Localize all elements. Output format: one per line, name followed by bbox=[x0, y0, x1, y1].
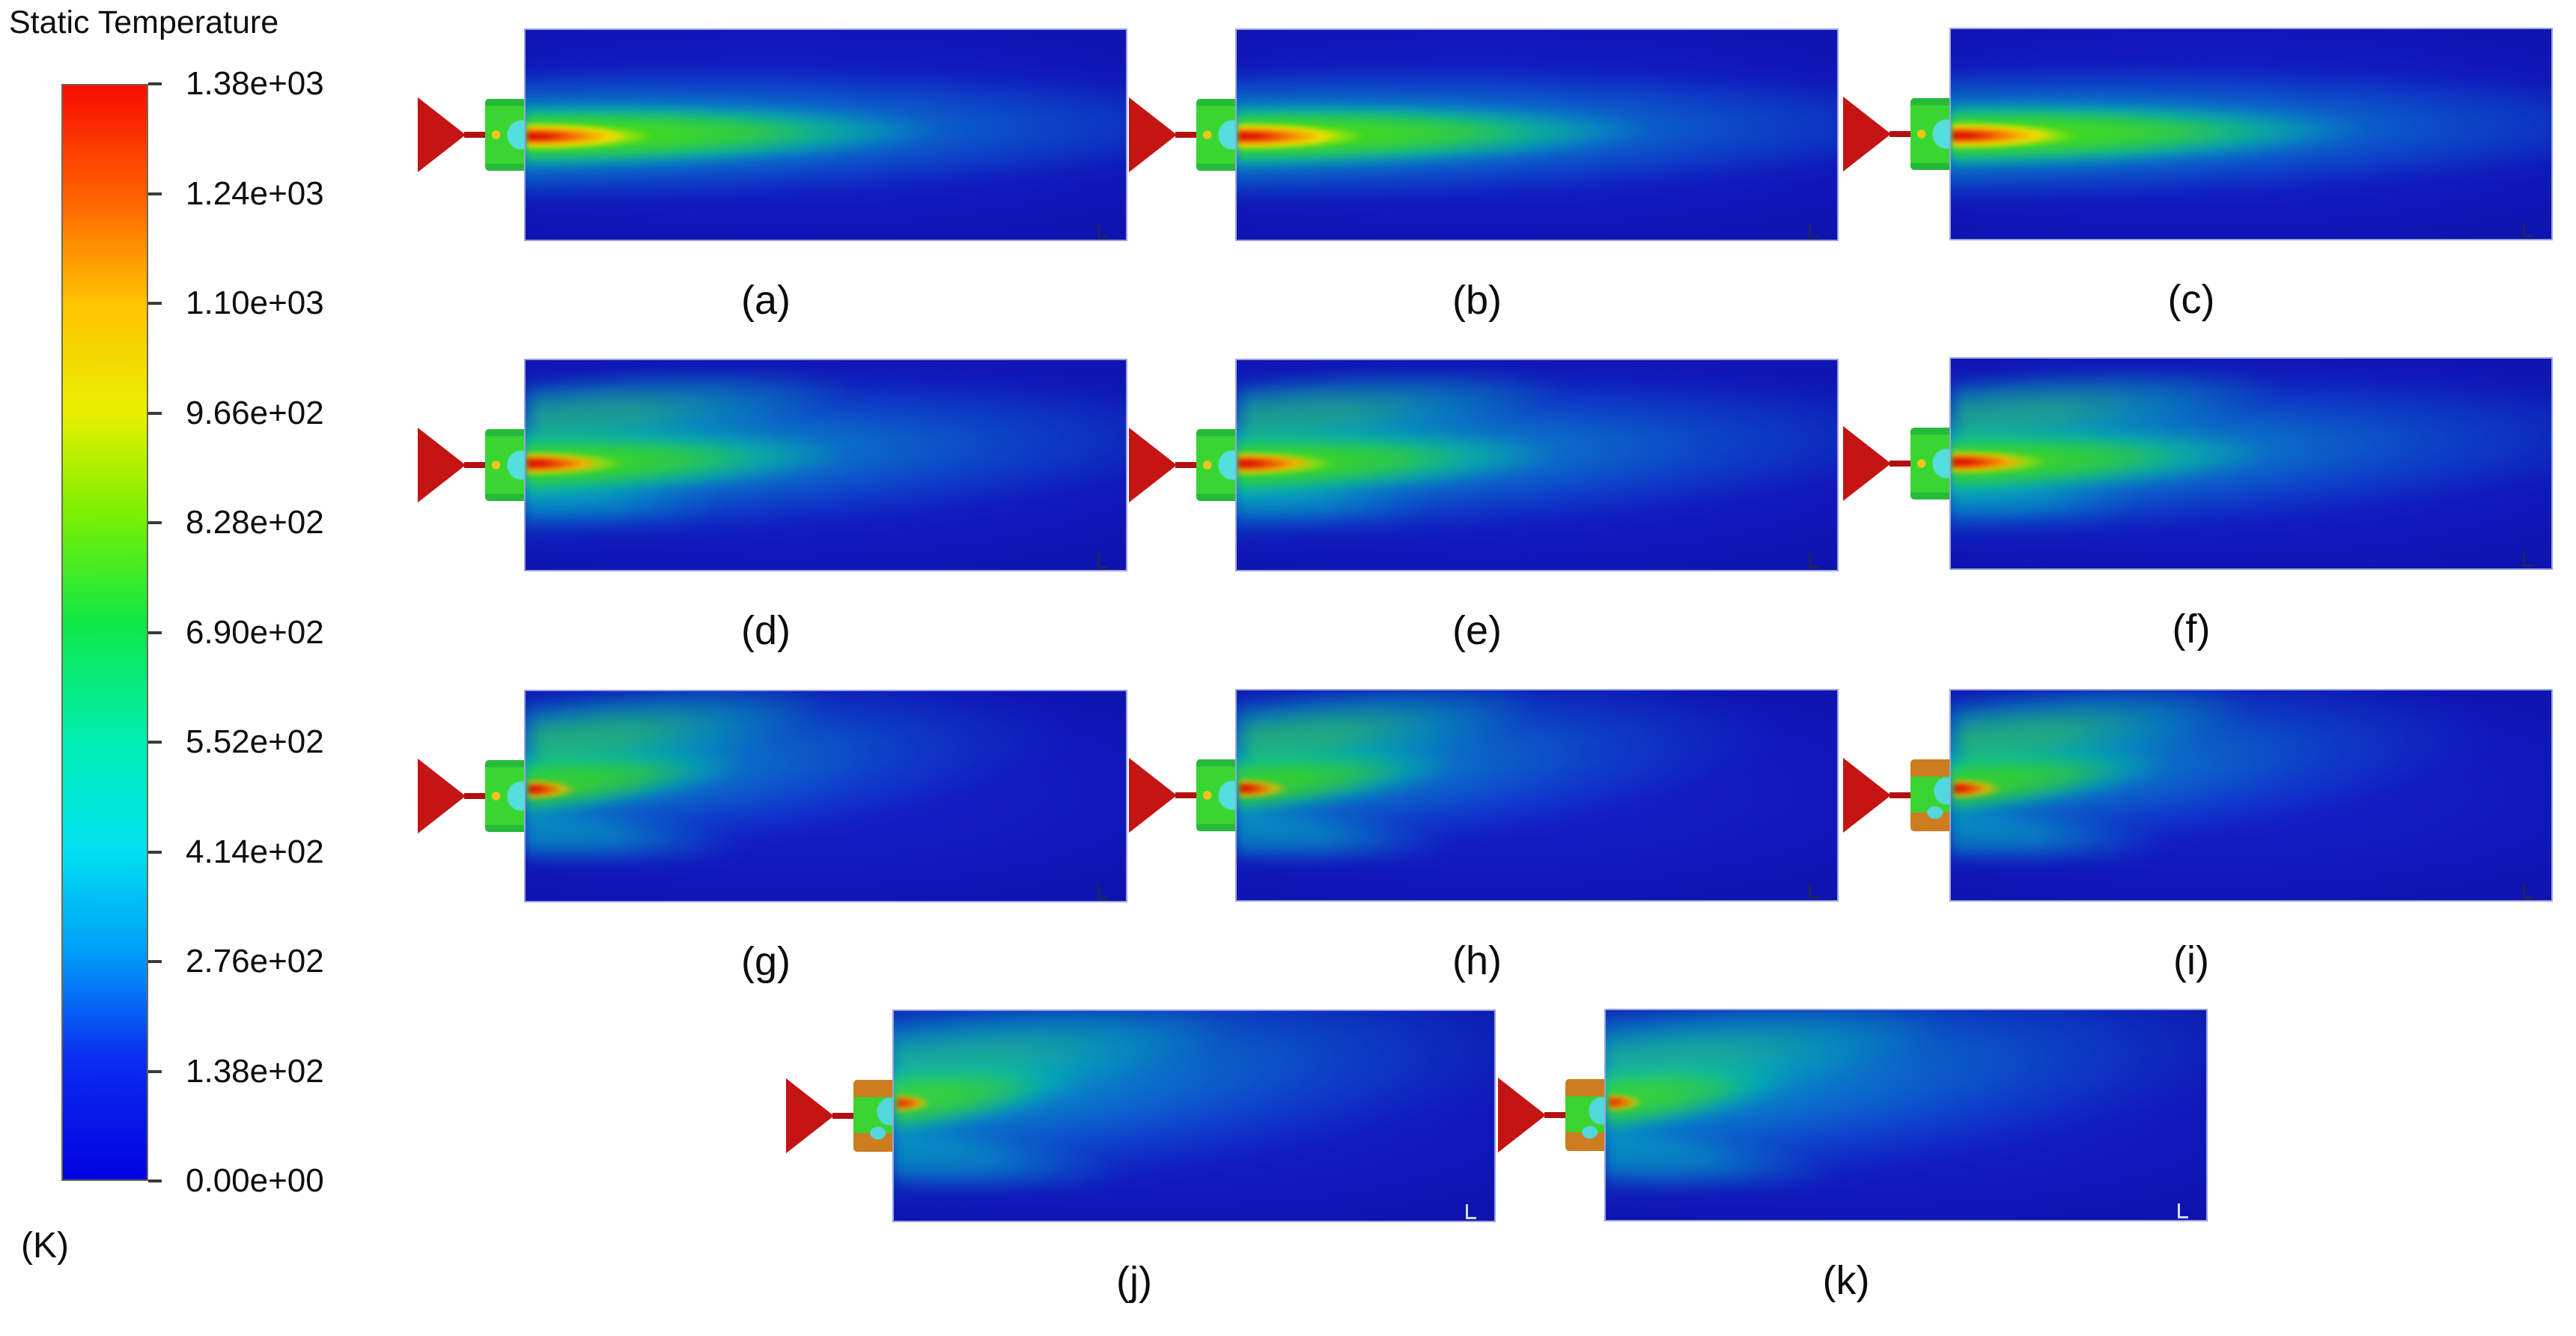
colorbar-tickmark bbox=[148, 960, 162, 963]
axis-triad-icon bbox=[1460, 1201, 1476, 1221]
axis-triad-icon bbox=[1091, 550, 1108, 570]
nozzle-stem bbox=[1890, 792, 1913, 798]
colorbar-tick-label: 1.10e+03 bbox=[186, 285, 324, 321]
colorbar-tick-label: 1.38e+02 bbox=[186, 1053, 324, 1090]
axis-triad-icon bbox=[1803, 881, 1819, 900]
colorbar-tick-label: 2.76e+02 bbox=[186, 943, 324, 980]
nozzle-stem bbox=[1175, 462, 1199, 468]
colorbar-gradient bbox=[61, 84, 148, 1181]
panel-label: (j) bbox=[1116, 1259, 1152, 1304]
colorbar-tickmark bbox=[148, 631, 162, 634]
nozzle-stem bbox=[1890, 131, 1913, 137]
nozzle-stem bbox=[1175, 132, 1199, 138]
colorbar-tickmark bbox=[148, 82, 162, 85]
contour-panel-i: (i) bbox=[1830, 689, 2553, 1011]
panel-label: (i) bbox=[2173, 938, 2209, 983]
nozzle-inlet-icon bbox=[1129, 758, 1177, 833]
temperature-contour-field bbox=[524, 690, 1127, 902]
panel-label: (b) bbox=[1452, 278, 1502, 323]
panel-label: (d) bbox=[741, 608, 791, 653]
colorbar-tickmark bbox=[148, 192, 162, 195]
nozzle-inlet-icon bbox=[1843, 97, 1891, 171]
colorbar-tickmark bbox=[148, 1070, 162, 1073]
axis-triad-icon bbox=[2517, 881, 2533, 900]
contour-panel-b: (b) bbox=[1115, 28, 1839, 350]
temperature-contour-field bbox=[1604, 1009, 2208, 1221]
nozzle-stem bbox=[1544, 1112, 1568, 1118]
temperature-contour-field bbox=[1235, 28, 1839, 241]
colorbar-tick-label: 6.90e+02 bbox=[186, 614, 324, 651]
colorbar-tickmark bbox=[148, 1179, 162, 1182]
nozzle-stem bbox=[464, 793, 488, 799]
axis-triad-icon bbox=[1803, 550, 1819, 570]
colorbar-tickmark bbox=[148, 521, 162, 524]
panel-label: (g) bbox=[741, 939, 791, 984]
nozzle-stem bbox=[464, 132, 488, 138]
temperature-contour-field bbox=[1235, 359, 1839, 571]
panel-label: (f) bbox=[2172, 607, 2211, 652]
temperature-contour-field bbox=[524, 28, 1127, 241]
contour-panel-c: (c) bbox=[1830, 28, 2553, 350]
colorbar-title: Static Temperature bbox=[9, 4, 279, 40]
axis-triad-icon bbox=[1091, 881, 1108, 901]
colorbar-unit-label: (K) bbox=[21, 1226, 69, 1266]
axis-triad-icon bbox=[2172, 1200, 2188, 1220]
nozzle-inlet-icon bbox=[1843, 426, 1891, 501]
nozzle-inlet-icon bbox=[418, 97, 466, 172]
axis-triad-icon bbox=[1803, 220, 1819, 240]
panel-label: (e) bbox=[1452, 608, 1502, 653]
colorbar-tick-label: 4.14e+02 bbox=[186, 834, 324, 870]
nozzle-inlet-icon bbox=[1129, 97, 1177, 172]
colorbar-tickmark bbox=[148, 412, 162, 415]
temperature-contour-field bbox=[892, 1009, 1496, 1222]
colorbar-tick-label: 5.52e+02 bbox=[186, 723, 324, 760]
contour-panel-a: (a) bbox=[404, 28, 1127, 350]
nozzle-stem bbox=[1890, 461, 1913, 467]
colorbar-tick-label: 1.38e+03 bbox=[186, 65, 324, 102]
nozzle-inlet-icon bbox=[1843, 758, 1891, 833]
contour-panel-e: (e) bbox=[1115, 359, 1839, 681]
nozzle-inlet-icon bbox=[1129, 428, 1177, 502]
panel-label: (h) bbox=[1452, 938, 1502, 983]
colorbar-tickmark bbox=[148, 851, 162, 854]
contour-panel-j: (j) bbox=[773, 1009, 1496, 1332]
axis-triad-icon bbox=[2517, 219, 2533, 239]
nozzle-stem bbox=[464, 462, 488, 468]
contour-panel-g: (g) bbox=[404, 690, 1127, 1012]
nozzle-stem bbox=[832, 1113, 856, 1119]
temperature-contour-field bbox=[1949, 28, 2553, 240]
nozzle-inlet-icon bbox=[1498, 1078, 1546, 1153]
colorbar-tick-label: 1.24e+03 bbox=[186, 175, 324, 212]
temperature-contour-field bbox=[1949, 689, 2553, 902]
colorbar-tick-label: 0.00e+00 bbox=[186, 1162, 324, 1199]
panel-label: (c) bbox=[2167, 277, 2215, 322]
panel-label: (k) bbox=[1822, 1258, 1870, 1303]
temperature-contour-field bbox=[524, 359, 1127, 571]
temperature-contour-field bbox=[1949, 357, 2553, 570]
temperature-contour-field bbox=[1235, 689, 1839, 902]
colorbar-tick-label: 8.28e+02 bbox=[186, 504, 324, 541]
axis-triad-icon bbox=[2517, 549, 2533, 568]
colorbar-tickmark bbox=[148, 302, 162, 305]
colorbar-tickmark bbox=[148, 741, 162, 744]
nozzle-inlet-icon bbox=[786, 1078, 834, 1153]
colorbar-tick-label: 9.66e+02 bbox=[186, 395, 324, 431]
nozzle-inlet-icon bbox=[418, 759, 466, 834]
contour-panel-h: (h) bbox=[1115, 689, 1839, 1011]
contour-panel-k: (k) bbox=[1485, 1009, 2208, 1331]
nozzle-stem bbox=[1175, 792, 1199, 798]
contour-panel-d: (d) bbox=[404, 359, 1127, 681]
panel-label: (a) bbox=[741, 278, 791, 323]
contour-panel-f: (f) bbox=[1830, 357, 2553, 679]
axis-triad-icon bbox=[1091, 220, 1108, 240]
nozzle-inlet-icon bbox=[418, 428, 466, 502]
